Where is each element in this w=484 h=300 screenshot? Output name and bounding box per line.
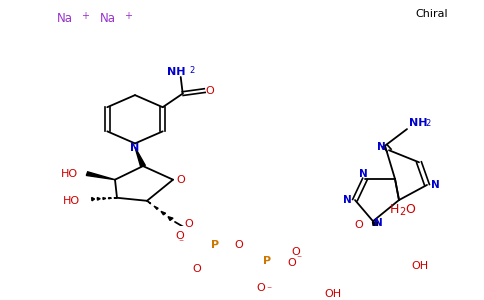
Text: HO: HO: [60, 169, 77, 178]
Text: N: N: [377, 142, 385, 152]
Polygon shape: [319, 243, 322, 245]
Polygon shape: [161, 212, 166, 215]
Text: ⁻: ⁻: [296, 254, 302, 264]
Text: N: N: [343, 195, 351, 205]
Text: P: P: [211, 240, 219, 250]
Polygon shape: [91, 197, 94, 201]
Text: 2: 2: [189, 66, 195, 75]
Text: HO: HO: [62, 196, 79, 206]
Text: O: O: [405, 203, 415, 216]
Text: P: P: [263, 256, 271, 266]
Polygon shape: [86, 172, 115, 180]
Text: O: O: [235, 240, 243, 250]
Text: O: O: [176, 230, 184, 241]
Text: O: O: [292, 247, 301, 257]
Text: O: O: [355, 220, 363, 230]
Text: N: N: [130, 143, 139, 153]
Text: O: O: [257, 283, 265, 292]
Polygon shape: [168, 217, 173, 220]
Polygon shape: [321, 238, 325, 241]
Text: ⁻: ⁻: [266, 285, 272, 295]
Text: NH: NH: [167, 67, 186, 77]
Text: ⁻: ⁻: [179, 238, 183, 248]
Text: O: O: [205, 85, 214, 96]
Text: N: N: [359, 169, 367, 178]
Text: N: N: [374, 218, 382, 229]
Polygon shape: [373, 222, 378, 247]
Polygon shape: [97, 197, 100, 200]
Text: N: N: [431, 180, 439, 190]
Text: Na: Na: [100, 12, 116, 26]
Polygon shape: [108, 198, 111, 199]
Text: OH: OH: [411, 261, 428, 271]
Text: O: O: [193, 265, 201, 275]
Polygon shape: [154, 206, 158, 209]
Text: 2: 2: [399, 207, 405, 217]
Text: O: O: [287, 258, 296, 268]
Text: NH: NH: [409, 118, 427, 128]
Polygon shape: [316, 247, 318, 250]
Text: Na: Na: [57, 12, 73, 26]
Polygon shape: [147, 201, 151, 204]
Text: Chiral: Chiral: [415, 9, 448, 19]
Text: 2: 2: [425, 119, 430, 128]
Text: H: H: [390, 203, 399, 216]
Text: OH: OH: [324, 289, 342, 299]
Polygon shape: [103, 198, 106, 200]
Text: +: +: [124, 11, 132, 21]
Text: +: +: [81, 11, 89, 21]
Text: O: O: [184, 219, 194, 229]
Text: O: O: [177, 175, 185, 185]
Polygon shape: [369, 264, 399, 270]
Polygon shape: [135, 147, 145, 167]
Polygon shape: [313, 251, 315, 253]
